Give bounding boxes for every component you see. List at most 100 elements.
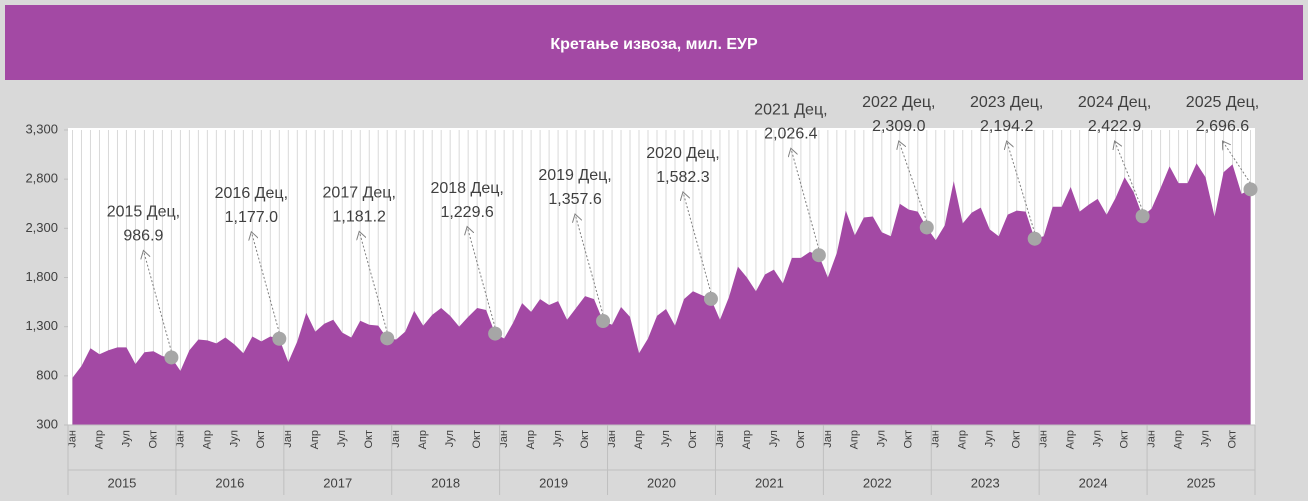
point	[1243, 182, 1258, 197]
data-label: 2,194.2	[980, 118, 1033, 135]
y-tick-label: 300	[36, 416, 58, 431]
annotation-title: 2022 Дец,	[862, 94, 935, 111]
x-tick-label: Јан	[390, 430, 402, 448]
annotation-title: 2019 Дец,	[538, 167, 611, 184]
year-label: 2023	[971, 475, 1000, 490]
annotation-title: 2018 Дец,	[430, 180, 503, 197]
y-tick-label: 1,800	[25, 269, 58, 284]
annotation-arrow	[1223, 141, 1251, 184]
x-tick-label: Окт	[1119, 430, 1131, 449]
x-tick-label: Јан	[66, 430, 78, 448]
x-tick-label: Окт	[795, 430, 807, 449]
annotation-title: 2023 Дец,	[970, 94, 1043, 111]
point	[488, 326, 503, 341]
annotation-title: 2016 Дец,	[215, 185, 288, 202]
x-tick-label: Јан	[282, 430, 294, 448]
data-label: 2,422.9	[1088, 118, 1141, 135]
annotation-arrow	[683, 192, 712, 294]
annotation-arrow	[467, 227, 496, 328]
year-label: 2018	[431, 475, 460, 490]
data-label: 986.9	[123, 228, 163, 245]
x-tick-label: Јул	[1199, 430, 1211, 447]
year-label: 2022	[863, 475, 892, 490]
data-label: 1,177.0	[225, 209, 278, 226]
year-label: 2017	[323, 475, 352, 490]
x-tick-label: Јан	[1145, 430, 1157, 448]
x-tick-label: Јул	[120, 430, 132, 447]
x-tick-label: Апр	[633, 430, 645, 449]
annotation-arrow	[575, 214, 604, 316]
y-tick-label: 2,300	[25, 220, 58, 235]
point	[919, 220, 934, 235]
x-tick-label: Јул	[552, 430, 564, 447]
x-tick-label: Јан	[498, 430, 510, 448]
x-tick-label: Апр	[93, 430, 105, 449]
annotation-title: 2025 Дец,	[1186, 94, 1259, 111]
x-tick-label: Јул	[1092, 430, 1104, 447]
annotation-title: 2021 Дец,	[754, 101, 827, 118]
data-label: 2,026.4	[764, 125, 817, 142]
year-label: 2020	[647, 475, 676, 490]
annotation-title: 2020 Дец,	[646, 145, 719, 162]
x-tick-label: Окт	[903, 430, 915, 449]
x-tick-label: Јан	[606, 430, 618, 448]
point	[703, 291, 718, 306]
year-label: 2024	[1079, 475, 1108, 490]
area	[72, 163, 1251, 425]
x-tick-label: Окт	[1011, 430, 1023, 449]
annotation-arrow	[143, 250, 172, 352]
x-tick-label: Јул	[984, 430, 996, 447]
point	[596, 314, 611, 329]
annotation-arrow	[791, 148, 820, 250]
x-tick-label: Окт	[147, 430, 159, 449]
point	[1027, 231, 1042, 246]
x-tick-label: Апр	[309, 430, 321, 449]
x-tick-label: Јан	[714, 430, 726, 448]
point	[272, 331, 287, 346]
x-tick-label: Апр	[201, 430, 213, 449]
data-label: 2,696.6	[1196, 118, 1249, 135]
x-tick-label: Апр	[849, 430, 861, 449]
point	[811, 248, 826, 263]
x-tick-label: Окт	[471, 430, 483, 449]
point	[164, 350, 179, 365]
x-tick-label: Окт	[363, 430, 375, 449]
year-label: 2021	[755, 475, 784, 490]
data-label: 1,181.2	[333, 209, 386, 226]
year-label: 2019	[539, 475, 568, 490]
data-label: 1,229.6	[440, 204, 493, 221]
x-tick-label: Јул	[768, 430, 780, 447]
annotation-title: 2024 Дец,	[1078, 94, 1151, 111]
x-tick-label: Јул	[444, 430, 456, 447]
x-tick-label: Окт	[255, 430, 267, 449]
x-tick-label: Апр	[957, 430, 969, 449]
y-tick-label: 1,300	[25, 318, 58, 333]
x-tick-label: Јул	[336, 430, 348, 447]
chart-title: Кретање извоза, мил. ЕУР	[550, 36, 758, 53]
data-label: 1,357.6	[548, 191, 601, 208]
x-tick-label: Апр	[1065, 430, 1077, 449]
y-tick-label: 800	[36, 367, 58, 382]
x-tick-label: Јан	[930, 430, 942, 448]
annotation-title: 2015 Дец,	[107, 204, 180, 221]
x-tick-label: Јан	[1038, 430, 1050, 448]
data-label: 2,309.0	[872, 118, 925, 135]
y-tick-label: 2,800	[25, 171, 58, 186]
year-label: 2015	[107, 475, 136, 490]
x-tick-label: Апр	[525, 430, 537, 449]
x-tick-label: Јан	[174, 430, 186, 448]
x-tick-label: Апр	[1172, 430, 1184, 449]
annotation-arrow	[251, 232, 280, 333]
point	[1135, 209, 1150, 224]
year-label: 2025	[1187, 475, 1216, 490]
x-tick-label: Јул	[228, 430, 240, 447]
x-tick-label: Окт	[579, 430, 591, 449]
data-label: 1,582.3	[656, 169, 709, 186]
x-tick-label: Јан	[822, 430, 834, 448]
x-tick-label: Окт	[687, 430, 699, 449]
x-tick-label: Окт	[1226, 430, 1238, 449]
point	[380, 331, 395, 346]
year-label: 2016	[215, 475, 244, 490]
annotation-title: 2017 Дец,	[323, 185, 396, 202]
